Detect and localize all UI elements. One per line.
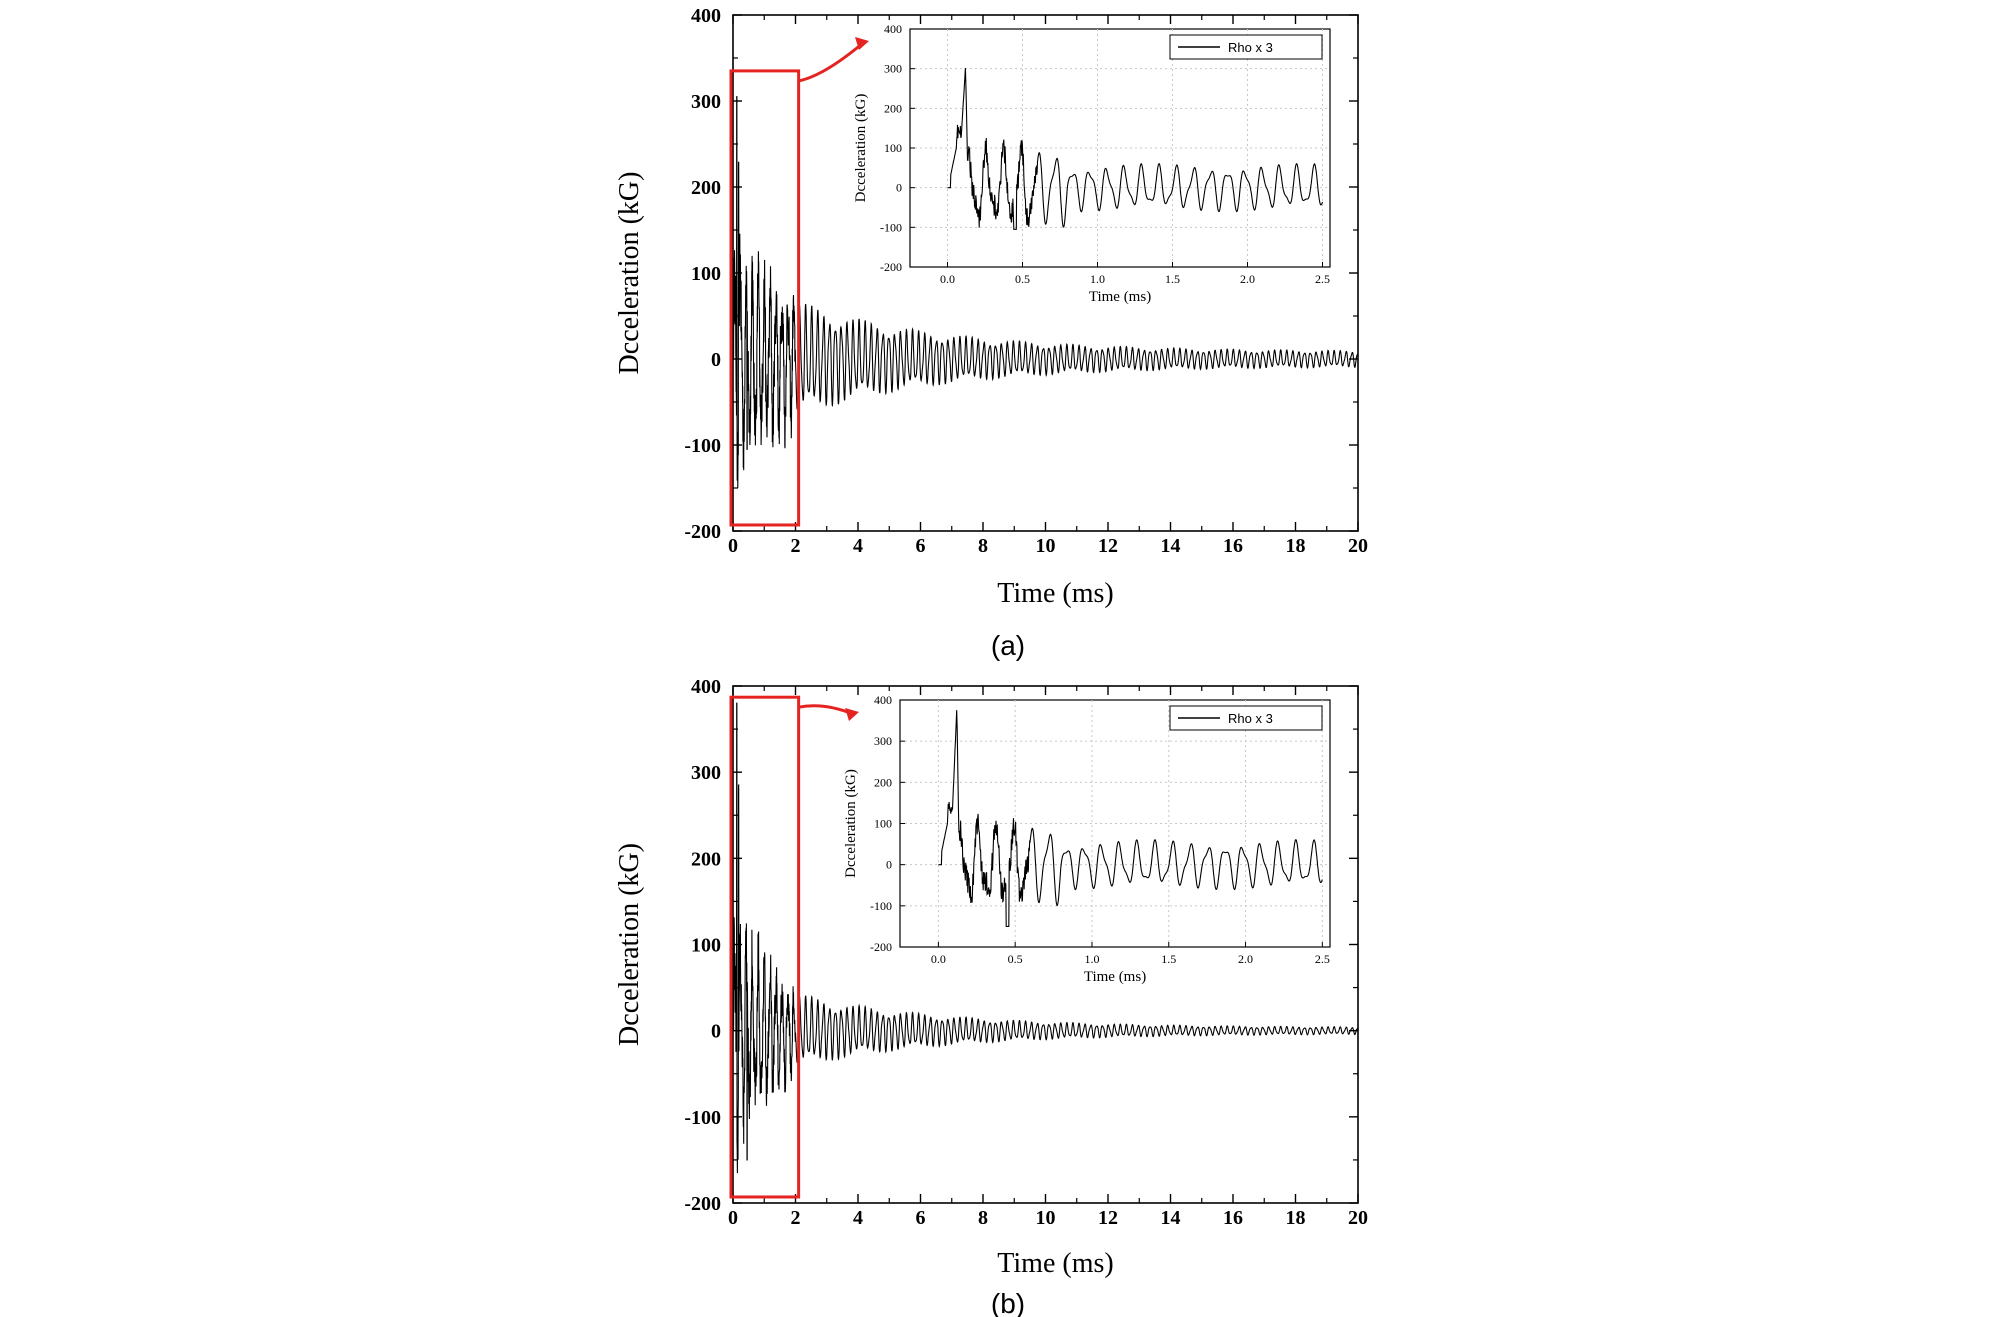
y-axis-label: Dcceleration (kG) — [614, 843, 645, 1046]
y-tick-label: 100 — [691, 263, 721, 285]
inset-x-axis-label: Time (ms) — [1089, 289, 1151, 305]
x-tick-label: 10 — [1036, 1207, 1056, 1229]
inset-y-tick-label: 200 — [884, 101, 902, 115]
x-tick-label: 8 — [978, 1207, 988, 1229]
x-tick-label: 0 — [728, 535, 738, 557]
x-tick-label: 2 — [791, 535, 801, 557]
inset-y-tick-label: 100 — [874, 817, 892, 831]
inset-y-tick-label: 0 — [886, 858, 892, 872]
y-tick-label: 300 — [691, 762, 721, 784]
inset-x-tick-label: 0.5 — [1015, 272, 1030, 286]
x-axis-label: Time (ms) — [997, 578, 1113, 609]
inset-y-tick-label: 100 — [884, 141, 902, 155]
y-tick-label: -200 — [684, 1193, 721, 1215]
inset-y-tick-label: -200 — [870, 940, 892, 954]
inset-x-tick-label: 2.5 — [1315, 272, 1330, 286]
y-axis-label: Dcceleration (kG) — [614, 172, 645, 375]
main-series-line — [733, 96, 1359, 488]
inset-y-axis-label: Dcceleration (kG) — [853, 94, 869, 203]
zoom-arrow-head — [855, 37, 869, 50]
x-tick-label: 16 — [1223, 535, 1243, 557]
x-tick-label: 0 — [728, 1207, 738, 1229]
inset-x-tick-label: 2.0 — [1240, 272, 1255, 286]
inset-y-tick-label: 0 — [896, 181, 902, 195]
x-tick-label: 18 — [1286, 1207, 1306, 1229]
x-tick-label: 20 — [1348, 1207, 1368, 1229]
x-tick-label: 14 — [1161, 1207, 1181, 1229]
inset-y-tick-label: -100 — [880, 220, 902, 234]
y-tick-label: 100 — [691, 935, 721, 957]
x-tick-label: 12 — [1098, 535, 1118, 557]
inset-x-tick-label: 1.5 — [1161, 952, 1176, 966]
panel-b: -200 -100 0 100 200 300 400 0 2 4 6 8 10 12 14 16 18 20 Ti… — [614, 676, 1368, 1317]
y-tick-label: 200 — [691, 177, 721, 199]
inset-series-line — [938, 710, 1323, 927]
inset-x-tick-label: 2.0 — [1238, 952, 1253, 966]
inset-y-tick-label: 300 — [874, 734, 892, 748]
inset-x-tick-label: 1.5 — [1165, 272, 1180, 286]
x-axis-label: Time (ms) — [997, 1248, 1113, 1279]
y-tick-label: 200 — [691, 848, 721, 870]
x-tick-label: 12 — [1098, 1207, 1118, 1229]
inset-y-tick-label: 300 — [884, 62, 902, 76]
inset-x-tick-label: 0.5 — [1008, 952, 1023, 966]
panel-a: -200 -100 0 100 200 300 400 0 2 4 6 8 10 12 14 16 18 20 Ti… — [614, 5, 1368, 661]
x-tick-label: 6 — [916, 1207, 926, 1229]
y-tick-label: 0 — [711, 1021, 721, 1043]
inset-y-tick-label: -200 — [880, 260, 902, 274]
x-tick-label: 16 — [1223, 1207, 1243, 1229]
zoom-arrow-head — [845, 708, 859, 721]
inset-legend-label: Rho x 3 — [1228, 711, 1273, 726]
zoom-arrow-line — [798, 704, 854, 716]
x-tick-label: 6 — [916, 535, 926, 557]
inset-legend-label: Rho x 3 — [1228, 40, 1273, 55]
zoom-arrow-line — [798, 41, 864, 83]
y-tick-label: -100 — [684, 1107, 721, 1129]
inset-x-tick-label: 0.0 — [940, 272, 955, 286]
x-tick-label: 8 — [978, 535, 988, 557]
x-tick-label: 20 — [1348, 535, 1368, 557]
x-tick-label: 14 — [1161, 535, 1181, 557]
inset-y-tick-label: 400 — [884, 22, 902, 36]
x-tick-label: 2 — [791, 1207, 801, 1229]
y-tick-label: 400 — [691, 676, 721, 698]
y-tick-label: 0 — [711, 349, 721, 371]
inset-x-tick-label: 0.0 — [931, 952, 946, 966]
x-tick-label: 4 — [853, 535, 863, 557]
x-tick-label: 10 — [1036, 535, 1056, 557]
panel-label: (b) — [991, 1288, 1025, 1317]
inset-x-axis-label: Time (ms) — [1084, 969, 1146, 985]
inset-y-tick-label: 200 — [874, 775, 892, 789]
inset-x-tick-label: 1.0 — [1090, 272, 1105, 286]
zoom-highlight-box — [729, 69, 801, 527]
x-tick-label: 4 — [853, 1207, 863, 1229]
main-series-line — [733, 702, 1359, 1174]
inset-y-tick-label: 400 — [874, 693, 892, 707]
inset-x-tick-label: 1.0 — [1084, 952, 1099, 966]
zoom-highlight-box — [729, 695, 801, 1199]
y-tick-label: 400 — [691, 5, 721, 27]
inset-y-axis-label: Dcceleration (kG) — [843, 769, 859, 878]
y-tick-label: -100 — [684, 435, 721, 457]
panel-label: (a) — [991, 630, 1025, 661]
y-tick-label: -200 — [684, 521, 721, 543]
inset-x-tick-label: 2.5 — [1315, 952, 1330, 966]
x-tick-label: 18 — [1286, 535, 1306, 557]
y-tick-label: 300 — [691, 91, 721, 113]
inset-y-tick-label: -100 — [870, 899, 892, 913]
inset-series-line — [947, 67, 1324, 230]
